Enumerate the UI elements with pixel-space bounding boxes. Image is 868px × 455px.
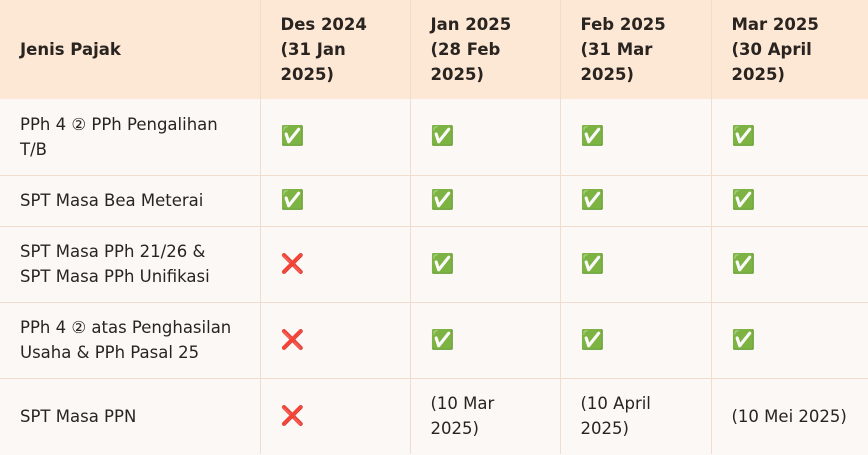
status-icon: ✅ <box>580 328 605 351</box>
status-cell: ❌ <box>259 301 411 379</box>
table-row: PPh 4 ② PPh Pengalihan T/B ✅ ✅ ✅ ✅ <box>0 99 868 176</box>
header-row: Jenis Pajak Des 2024 (31 Jan 2025) Jan 202… <box>0 0 868 99</box>
status-icon: ✅ <box>580 189 605 211</box>
cell-text: PPh 4 ② atas Penghasilan Usaha & PPh Pas… <box>20 318 232 362</box>
cell-text: SPT Masa PPN <box>20 406 137 426</box>
status-icon: ❌ <box>280 328 305 351</box>
status-cell: ✅ <box>409 174 561 227</box>
table-header: Jenis Pajak Des 2024 (31 Jan 2025) Jan 202… <box>0 0 868 99</box>
status-cell: ✅ <box>559 174 712 227</box>
status-icon: ✅ <box>731 189 756 211</box>
status-cell: (10 Mar 2025) <box>409 377 561 454</box>
status-cell: ✅ <box>409 301 561 379</box>
status-cell: ✅ <box>710 99 868 176</box>
status-cell: ✅ <box>559 99 712 176</box>
status-icon: ✅ <box>280 189 305 211</box>
cell-text: SPT Masa PPh 21/26 & SPT Masa PPh Unifik… <box>20 242 210 286</box>
cell-text: (10 April 2025) <box>580 394 651 439</box>
table-row: SPT Masa PPN ❌ (10 Mar 2025) (10 April 2025… <box>0 377 868 454</box>
header-cell: Des 2024 (31 Jan 2025) <box>259 0 411 99</box>
tax-type-cell: PPh 4 ② PPh Pengalihan T/B <box>0 99 261 176</box>
table-row: SPT Masa Bea Meterai ✅ ✅ ✅ ✅ <box>0 174 868 227</box>
header-cell: Mar 2025 (30 April 2025) <box>710 0 868 99</box>
header-cell: Feb 2025 (31 Mar 2025) <box>559 0 712 99</box>
status-icon: ✅ <box>731 252 756 275</box>
status-icon: ✅ <box>430 328 455 351</box>
status-cell: ✅ <box>559 301 712 379</box>
status-cell: ✅ <box>559 225 712 303</box>
status-icon: ✅ <box>731 125 756 148</box>
status-icon: ✅ <box>430 189 455 211</box>
cell-text: PPh 4 ② PPh Pengalihan T/B <box>20 114 218 159</box>
header-cell: Jan 2025 (28 Feb 2025) <box>409 0 561 99</box>
status-icon: ✅ <box>580 252 605 275</box>
status-icon: ✅ <box>430 252 455 275</box>
status-icon: ❌ <box>280 252 305 275</box>
status-cell: ✅ <box>710 174 868 227</box>
cell-text: (10 Mei 2025) <box>731 406 847 426</box>
tax-type-cell: PPh 4 ② atas Penghasilan Usaha & PPh Pas… <box>0 301 261 379</box>
status-icon: ❌ <box>280 404 305 427</box>
status-icon: ✅ <box>731 328 756 351</box>
table-row: SPT Masa PPh 21/26 & SPT Masa PPh Unifik… <box>0 225 868 303</box>
cell-text: SPT Masa Bea Meterai <box>20 191 204 210</box>
status-cell: (10 April 2025) <box>559 377 712 454</box>
tax-type-cell: SPT Masa PPh 21/26 & SPT Masa PPh Unifik… <box>0 225 261 303</box>
table-row: PPh 4 ② atas Penghasilan Usaha & PPh Pas… <box>0 301 868 379</box>
status-cell: ✅ <box>409 225 561 303</box>
status-cell: (10 Mei 2025) <box>710 377 868 454</box>
status-cell: ✅ <box>409 99 561 176</box>
table-body: PPh 4 ② PPh Pengalihan T/B ✅ ✅ ✅ ✅ SPT Masa B… <box>0 99 868 454</box>
tax-type-cell: SPT Masa Bea Meterai <box>0 174 261 227</box>
status-cell: ✅ <box>259 99 411 176</box>
status-cell: ❌ <box>259 377 411 454</box>
tax-type-cell: SPT Masa PPN <box>0 377 261 454</box>
status-icon: ✅ <box>430 125 455 148</box>
status-cell: ❌ <box>259 225 411 303</box>
status-icon: ✅ <box>580 125 605 148</box>
status-cell: ✅ <box>710 301 868 379</box>
status-cell: ✅ <box>259 174 411 227</box>
status-cell: ✅ <box>710 225 868 303</box>
status-icon: ✅ <box>280 125 305 148</box>
header-cell: Jenis Pajak <box>0 0 261 99</box>
cell-text: (10 Mar 2025) <box>430 394 495 439</box>
